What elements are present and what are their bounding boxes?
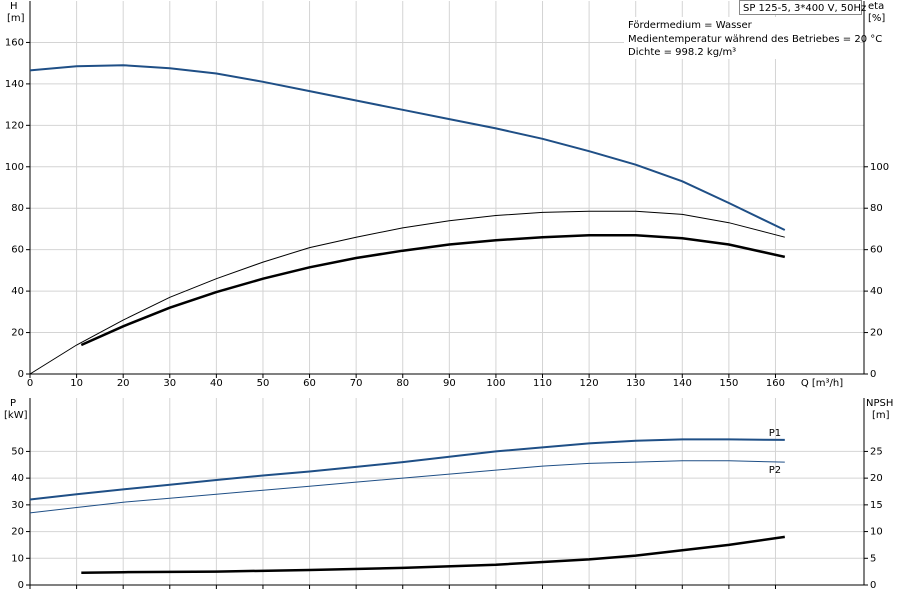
y-axis-title: P: [10, 398, 16, 409]
annotation: Fördermedium = Wasser: [628, 20, 753, 31]
series-label: P2: [769, 465, 781, 476]
y-axis-unit: [kW]: [4, 410, 28, 421]
y-tick-label: 60: [11, 245, 24, 256]
x-tick-label: 160: [766, 378, 785, 389]
x-tick-label: 140: [673, 378, 692, 389]
y2-tick-label: 25: [870, 446, 883, 457]
model-label: SP 125-5, 3*400 V, 50Hz: [743, 3, 866, 14]
y-tick-label: 10: [11, 553, 24, 564]
y2-tick-label: 10: [870, 527, 883, 538]
y2-axis-unit: [%]: [868, 13, 885, 24]
y-axis-unit: [m]: [7, 13, 25, 24]
y-tick-label: 20: [11, 527, 24, 538]
x-tick-label: 110: [533, 378, 552, 389]
x-tick-label: 100: [486, 378, 505, 389]
y2-tick-label: 0: [870, 580, 876, 591]
series-line: [80, 233, 786, 347]
y2-tick-label: 100: [870, 162, 889, 173]
series-line: [29, 64, 786, 231]
x-tick-label: 70: [350, 378, 363, 389]
y2-tick-label: 20: [870, 328, 883, 339]
series-line: [29, 460, 785, 514]
annotation: Medientemperatur während des Betriebes =…: [628, 34, 882, 45]
series-line: [81, 535, 785, 574]
y2-axis-title: NPSH: [866, 398, 893, 409]
y-tick-label: 20: [11, 328, 24, 339]
y-tick-label: 80: [11, 203, 24, 214]
plot-frame: [29, 398, 865, 586]
x-tick-label: 40: [210, 378, 223, 389]
x-tick-label: 130: [626, 378, 645, 389]
x-tick-label: 20: [117, 378, 130, 389]
x-tick-label: 50: [257, 378, 270, 389]
x-tick-label: 0: [27, 378, 33, 389]
y-tick-label: 0: [18, 580, 24, 591]
y-tick-label: 100: [5, 162, 24, 173]
y-tick-label: 50: [11, 446, 24, 457]
y-axis-title: H: [10, 1, 18, 12]
y2-tick-label: 60: [870, 245, 883, 256]
y2-tick-label: 15: [870, 500, 883, 511]
model-box: [739, 0, 862, 15]
y-tick-label: 40: [11, 473, 24, 484]
y2-tick-label: 40: [870, 286, 883, 297]
x-tick-label: 120: [580, 378, 599, 389]
annotation: Dichte = 998.2 kg/m³: [628, 47, 736, 58]
x-tick-label: 30: [163, 378, 176, 389]
y2-tick-label: 0: [870, 369, 876, 380]
annotation-bg: [624, 17, 860, 59]
x-tick-label: 150: [719, 378, 738, 389]
y-tick-label: 40: [11, 286, 24, 297]
y2-tick-label: 20: [870, 473, 883, 484]
y-tick-label: 120: [5, 120, 24, 131]
plot-frame: [29, 1, 865, 375]
series-line: [29, 438, 785, 501]
x-tick-label: 90: [443, 378, 456, 389]
x-axis-title: Q [m³/h]: [801, 378, 843, 389]
series-line: [29, 210, 785, 375]
y2-axis-unit: [m]: [872, 410, 890, 421]
grid-layer: [29, 1, 864, 586]
series-label: P1: [769, 428, 781, 439]
y2-tick-label: 80: [870, 203, 883, 214]
y-tick-label: 160: [5, 37, 24, 48]
y-tick-label: 0: [18, 369, 24, 380]
y-tick-label: 30: [11, 500, 24, 511]
y2-tick-label: 5: [870, 553, 876, 564]
x-tick-label: 10: [70, 378, 83, 389]
y-tick-label: 140: [5, 79, 24, 90]
x-tick-label: 60: [303, 378, 316, 389]
y2-axis-title: eta: [868, 1, 884, 12]
x-tick-label: 80: [396, 378, 409, 389]
